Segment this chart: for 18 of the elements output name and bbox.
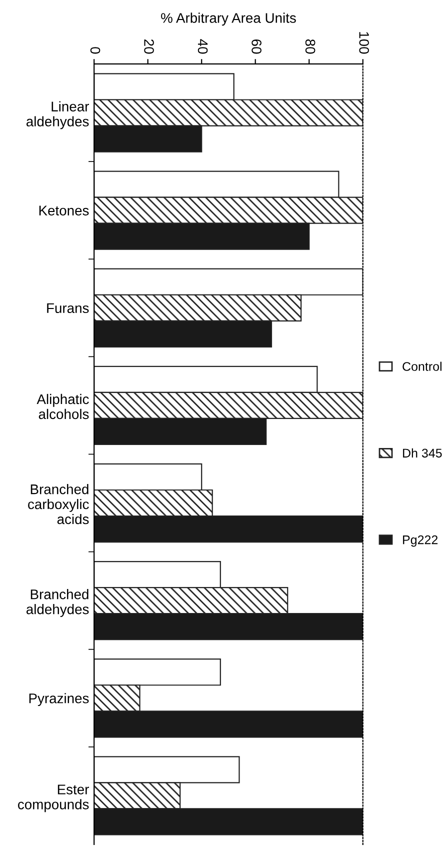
legend-label: Pg222 — [403, 535, 438, 547]
y-tick-label: Linear aldehydes — [26, 101, 89, 130]
x-tick-label: 80 — [305, 39, 316, 54]
y-tick-label: Furans — [47, 303, 89, 314]
y-tick-label: Pyrazines — [29, 693, 89, 706]
x-tick-label: 60 — [252, 40, 262, 54]
y-tick-label: Ketones — [39, 206, 89, 216]
x-axis-title: % Arbitrary Area Units — [161, 12, 296, 26]
y-tick-label: Ester compounds — [18, 784, 89, 812]
y-tick-label: Aliphatic alcohols — [36, 394, 89, 420]
y-tick-label: Branched carboxylic acids — [28, 484, 89, 524]
y-tick-label: Branched aldehydes — [26, 589, 89, 617]
x-tick-label: 20 — [144, 40, 154, 54]
legend-label: Control — [402, 362, 442, 371]
x-tick-label: 0 — [90, 47, 100, 54]
x-tick-label: 100 — [359, 32, 369, 54]
x-tick-label: 40 — [198, 39, 208, 54]
legend-label: Dh 345 — [403, 448, 442, 458]
